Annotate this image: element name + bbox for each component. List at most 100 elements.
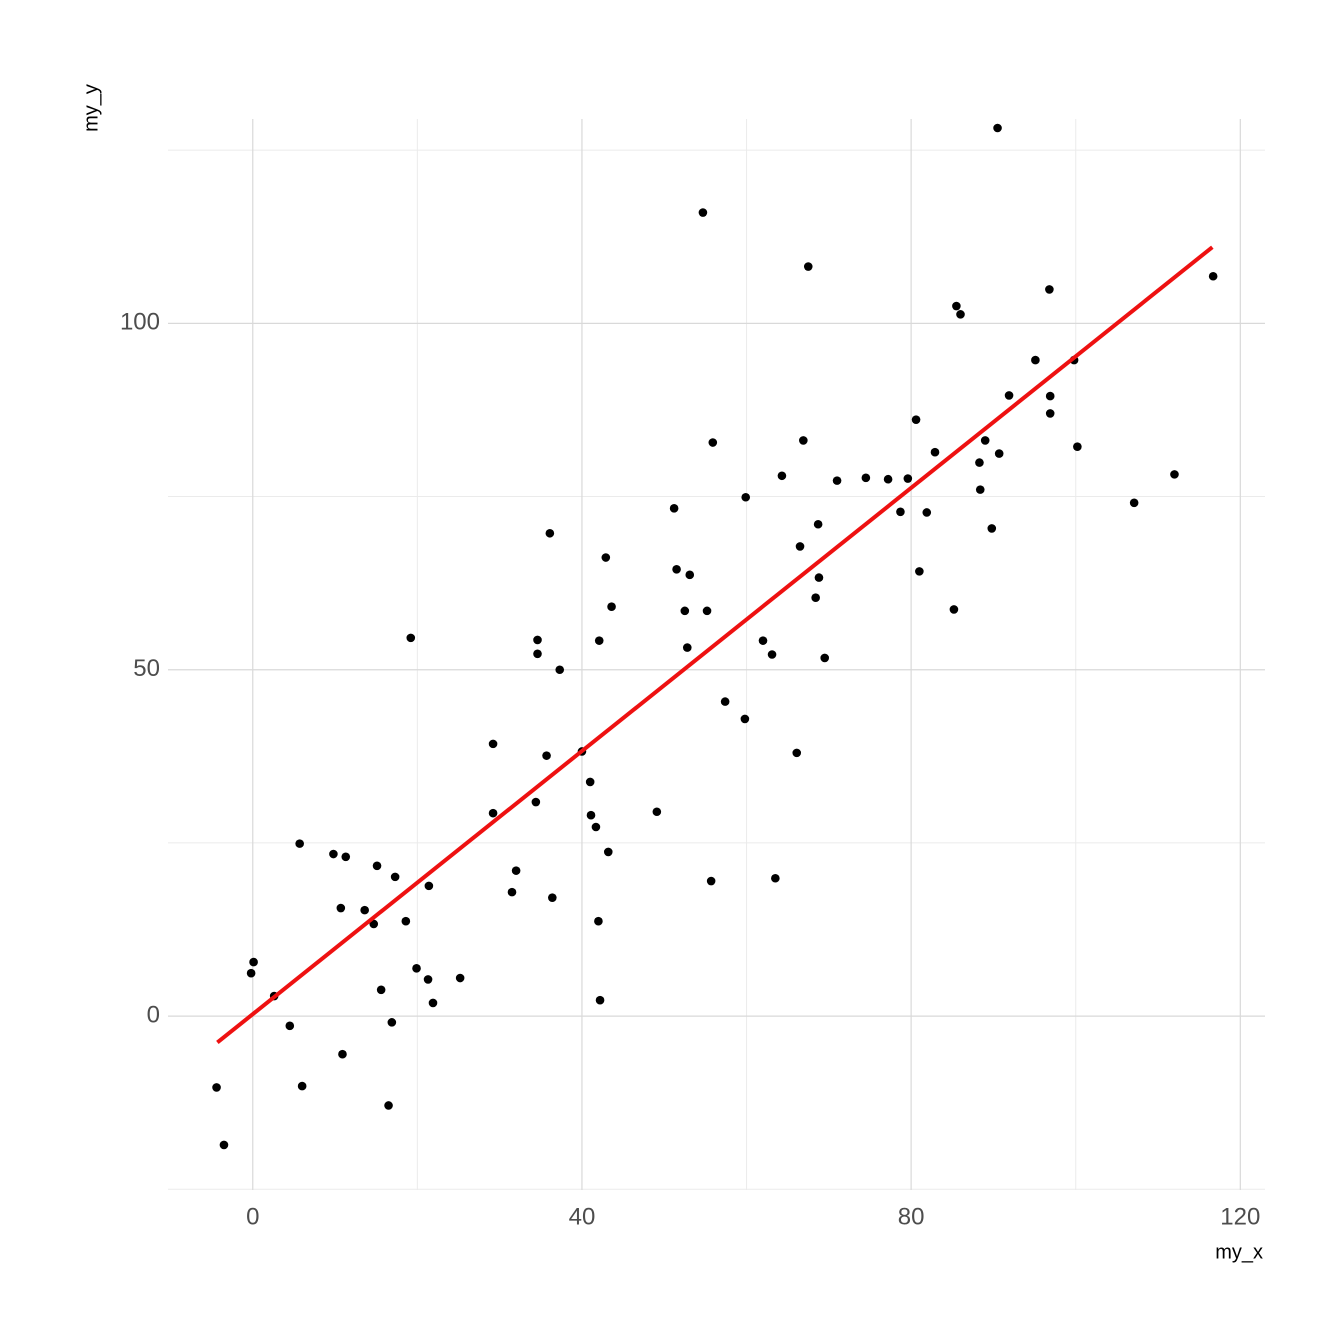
point	[980, 436, 990, 445]
x-tick-label: 0	[246, 1203, 259, 1230]
point	[488, 739, 498, 749]
point	[952, 301, 961, 311]
point	[336, 903, 346, 913]
point	[669, 504, 679, 513]
point	[423, 975, 433, 984]
point	[682, 643, 692, 652]
point	[883, 474, 893, 484]
point	[1129, 498, 1139, 508]
point	[820, 653, 830, 663]
point	[915, 567, 924, 576]
point	[795, 542, 805, 551]
point	[680, 606, 690, 616]
point	[767, 650, 777, 659]
x-axis-title: my_x	[1215, 1241, 1263, 1263]
point	[585, 777, 595, 787]
point	[741, 492, 751, 502]
fit-line	[216, 245, 1214, 1045]
point	[922, 508, 932, 517]
point	[511, 866, 521, 875]
point	[811, 593, 820, 602]
x-tick-label: 120	[1220, 1203, 1260, 1230]
point	[406, 633, 416, 643]
x-tick-label: 40	[569, 1203, 596, 1230]
point	[758, 636, 768, 645]
point	[698, 208, 708, 217]
point	[338, 1049, 347, 1059]
point	[702, 606, 712, 616]
point	[708, 438, 718, 447]
point	[792, 748, 802, 758]
point	[987, 524, 997, 533]
point	[297, 1081, 307, 1091]
point	[903, 474, 913, 483]
point	[285, 1021, 295, 1031]
point	[455, 973, 465, 983]
point	[555, 665, 565, 675]
point	[376, 985, 386, 995]
point	[548, 893, 557, 902]
point	[993, 123, 1002, 133]
y-tick-label: 50	[133, 655, 160, 682]
point	[706, 876, 716, 886]
point	[930, 447, 940, 457]
point	[428, 998, 438, 1008]
point	[249, 957, 258, 967]
point	[1208, 271, 1218, 281]
point	[212, 1083, 221, 1092]
point	[672, 564, 681, 574]
point	[384, 1101, 393, 1110]
point	[975, 485, 985, 494]
point	[594, 916, 603, 926]
y-tick-label: 100	[120, 309, 160, 336]
point	[601, 553, 611, 562]
point	[777, 471, 787, 481]
point	[412, 964, 421, 973]
y-axis-title: my_y	[80, 84, 102, 132]
point	[360, 905, 369, 915]
point	[1045, 409, 1055, 418]
point	[832, 476, 842, 485]
point	[956, 310, 965, 319]
point	[685, 570, 695, 580]
point	[387, 1018, 397, 1027]
point	[1170, 470, 1179, 479]
point	[896, 507, 905, 517]
point	[424, 881, 434, 891]
point	[740, 714, 750, 724]
point	[720, 697, 730, 706]
point	[369, 919, 379, 929]
point	[390, 872, 400, 882]
point	[219, 1140, 229, 1150]
point	[1004, 391, 1014, 400]
point	[771, 873, 780, 883]
point	[861, 473, 871, 483]
point	[814, 573, 824, 582]
point	[545, 528, 555, 538]
point	[975, 458, 984, 467]
point	[533, 649, 542, 659]
point	[603, 847, 613, 857]
point	[372, 861, 382, 871]
point	[799, 436, 808, 445]
point	[533, 635, 542, 645]
point	[911, 415, 921, 424]
x-tick-label: 80	[898, 1203, 925, 1230]
point	[401, 916, 411, 926]
point	[1031, 355, 1040, 365]
point	[531, 797, 541, 807]
point	[652, 807, 662, 817]
point	[803, 262, 813, 271]
point	[1045, 391, 1055, 401]
point	[594, 636, 604, 645]
point	[586, 810, 596, 820]
point	[607, 602, 616, 611]
point	[295, 839, 304, 848]
y-tick-label: 0	[147, 1001, 160, 1028]
point	[1045, 285, 1054, 294]
point	[591, 822, 601, 832]
point	[341, 852, 351, 862]
point	[595, 995, 605, 1005]
point	[813, 519, 823, 529]
